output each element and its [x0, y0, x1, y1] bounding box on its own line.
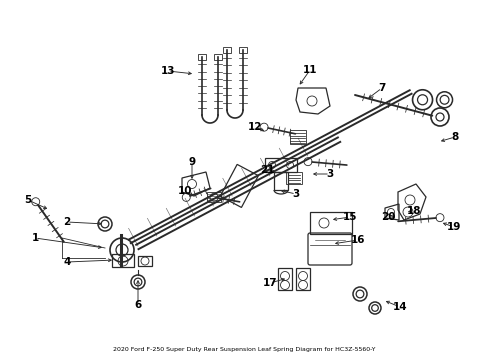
Text: 1: 1 [31, 233, 39, 243]
Bar [112, 254, 134, 267]
Bar [198, 54, 205, 60]
Bar [309, 212, 351, 234]
Bar [138, 256, 152, 266]
Bar [220, 165, 258, 207]
Bar [273, 172, 287, 190]
Text: 7: 7 [378, 83, 385, 93]
Text: 14: 14 [392, 302, 407, 312]
Bar [285, 172, 302, 184]
Text: 2020 Ford F-250 Super Duty Rear Suspension Leaf Spring Diagram for HC3Z-5560-Y: 2020 Ford F-250 Super Duty Rear Suspensi… [113, 347, 374, 352]
Text: 19: 19 [446, 222, 460, 232]
Bar [206, 192, 221, 202]
Text: 20: 20 [380, 212, 394, 222]
Text: 11: 11 [302, 65, 317, 75]
Text: 9: 9 [188, 157, 195, 167]
Text: 18: 18 [406, 206, 420, 216]
Text: 16: 16 [350, 235, 365, 245]
Bar [295, 268, 309, 290]
Bar [239, 47, 246, 53]
Text: 4: 4 [63, 257, 71, 267]
Bar [214, 54, 222, 60]
Bar [278, 268, 291, 290]
Text: 2: 2 [63, 217, 70, 227]
Text: 10: 10 [177, 186, 192, 196]
Text: 3: 3 [292, 189, 299, 199]
Bar [223, 47, 230, 53]
Text: 8: 8 [450, 132, 458, 142]
Text: 13: 13 [161, 66, 175, 76]
Bar [264, 158, 296, 172]
Text: 3: 3 [325, 169, 333, 179]
Bar [289, 130, 305, 144]
Text: 15: 15 [342, 212, 357, 222]
Text: 21: 21 [259, 165, 274, 175]
Text: 12: 12 [247, 122, 262, 132]
Text: 5: 5 [24, 195, 32, 205]
Text: 6: 6 [134, 300, 142, 310]
Text: 17: 17 [262, 278, 277, 288]
